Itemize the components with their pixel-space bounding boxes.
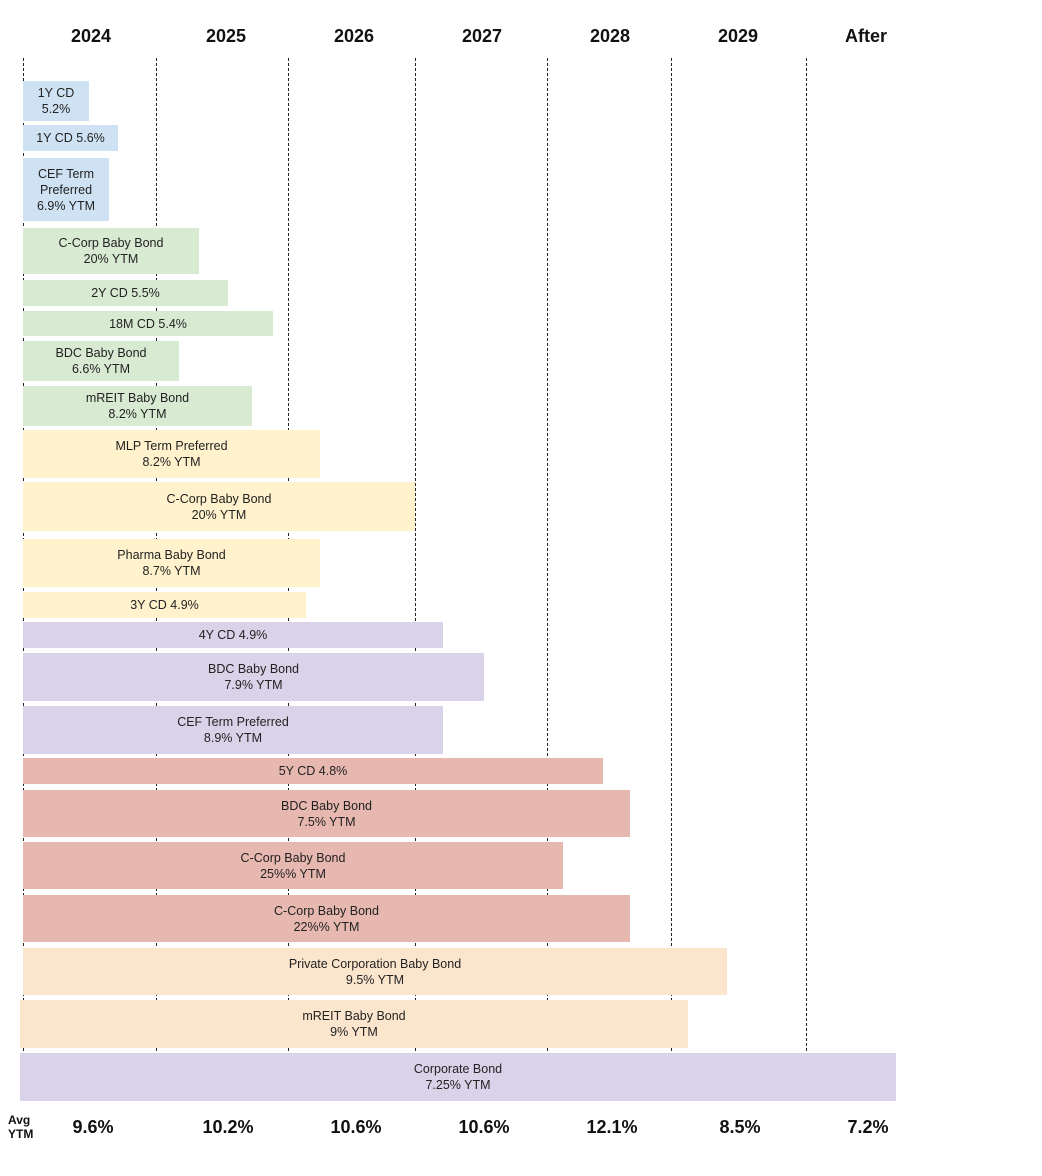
maturity-bar: C-Corp Baby Bond 20% YTM — [23, 228, 199, 274]
avg-ytm-value: 12.1% — [586, 1117, 638, 1137]
maturity-bar-label: BDC Baby Bond 7.9% YTM — [207, 662, 300, 692]
maturity-bar-label: 3Y CD 4.9% — [130, 598, 199, 612]
maturity-bar: 1Y CD 5.2% — [23, 81, 89, 121]
year-divider-line — [806, 58, 807, 1091]
maturity-bar-label: Private Corporation Baby Bond 9.5% YTM — [288, 956, 462, 987]
maturity-bar-label: BDC Baby Bond 7.5% YTM — [280, 798, 373, 829]
maturity-bar: MLP Term Preferred 8.2% YTM — [23, 430, 320, 478]
maturity-bar: 4Y CD 4.9% — [23, 622, 443, 648]
maturity-bar: mREIT Baby Bond 9% YTM — [20, 1000, 688, 1048]
maturity-bar-label: 5Y CD 4.8% — [278, 764, 348, 778]
maturity-bar-label: BDC Baby Bond 6.6% YTM — [55, 346, 147, 376]
year-header-after: After — [844, 26, 888, 46]
maturity-bar: BDC Baby Bond 7.5% YTM — [23, 790, 630, 837]
maturity-bar-label: C-Corp Baby Bond 20% YTM — [58, 236, 164, 266]
maturity-bar-label: 2Y CD 5.5% — [91, 286, 160, 300]
maturity-bar: Pharma Baby Bond 8.7% YTM — [23, 539, 320, 587]
maturity-bar: Corporate Bond 7.25% YTM — [20, 1053, 896, 1101]
year-header-2027: 2027 — [461, 26, 503, 46]
maturity-bar-label: 1Y CD 5.6% — [36, 131, 105, 145]
maturity-bar-label: C-Corp Baby Bond 25%% YTM — [240, 850, 346, 881]
maturity-bar-label: mREIT Baby Bond 8.2% YTM — [85, 391, 190, 421]
maturity-bar-label: mREIT Baby Bond 9% YTM — [302, 1009, 406, 1039]
maturity-bar-label: C-Corp Baby Bond 22%% YTM — [274, 903, 379, 934]
avg-ytm-value: 10.6% — [458, 1117, 510, 1137]
year-header-2025: 2025 — [205, 26, 247, 46]
year-divider-line — [671, 58, 672, 1091]
maturity-bar-label: C-Corp Baby Bond 20% YTM — [166, 491, 272, 522]
year-divider-line — [547, 58, 548, 1091]
year-divider-line — [415, 58, 416, 1091]
avg-ytm-row-label: Avg YTM — [8, 1113, 34, 1141]
maturity-bar-label: CEF Term Preferred 6.9% YTM — [36, 166, 96, 213]
maturity-bar-label: CEF Term Preferred 8.9% YTM — [177, 715, 289, 745]
year-header-2024: 2024 — [70, 26, 112, 46]
avg-ytm-value: 8.5% — [719, 1117, 761, 1137]
maturity-bar-label: 1Y CD 5.2% — [37, 86, 75, 116]
year-header-2029: 2029 — [717, 26, 759, 46]
maturity-bar-label: MLP Term Preferred 8.2% YTM — [115, 439, 228, 469]
maturity-bar: BDC Baby Bond 7.9% YTM — [23, 653, 484, 701]
avg-ytm-value: 7.2% — [847, 1117, 889, 1137]
maturity-bar: Private Corporation Baby Bond 9.5% YTM — [23, 948, 727, 995]
maturity-bar: BDC Baby Bond 6.6% YTM — [23, 341, 179, 381]
maturity-bar: C-Corp Baby Bond 22%% YTM — [23, 895, 630, 942]
maturity-bar-label: 4Y CD 4.9% — [198, 628, 268, 642]
maturity-bar: 3Y CD 4.9% — [23, 592, 306, 618]
maturity-bar: mREIT Baby Bond 8.2% YTM — [23, 386, 252, 426]
maturity-bar: 5Y CD 4.8% — [23, 758, 603, 784]
avg-ytm-value: 10.2% — [202, 1117, 254, 1137]
avg-ytm-value: 10.6% — [330, 1117, 382, 1137]
year-header-2028: 2028 — [589, 26, 631, 46]
maturity-bar: 1Y CD 5.6% — [23, 125, 118, 151]
maturity-bar-label: Corporate Bond 7.25% YTM — [413, 1062, 503, 1092]
avg-ytm-value: 9.6% — [72, 1117, 114, 1137]
maturity-bar: CEF Term Preferred 8.9% YTM — [23, 706, 443, 754]
maturity-bar: 18M CD 5.4% — [23, 311, 273, 336]
maturity-bar-label: Pharma Baby Bond 8.7% YTM — [117, 548, 226, 578]
maturity-bar: C-Corp Baby Bond 25%% YTM — [23, 842, 563, 889]
maturity-bar: C-Corp Baby Bond 20% YTM — [23, 482, 415, 531]
maturity-bar: 2Y CD 5.5% — [23, 280, 228, 306]
maturity-bar: CEF Term Preferred 6.9% YTM — [23, 158, 109, 221]
year-header-2026: 2026 — [333, 26, 375, 46]
maturity-bar-label: 18M CD 5.4% — [109, 316, 187, 331]
